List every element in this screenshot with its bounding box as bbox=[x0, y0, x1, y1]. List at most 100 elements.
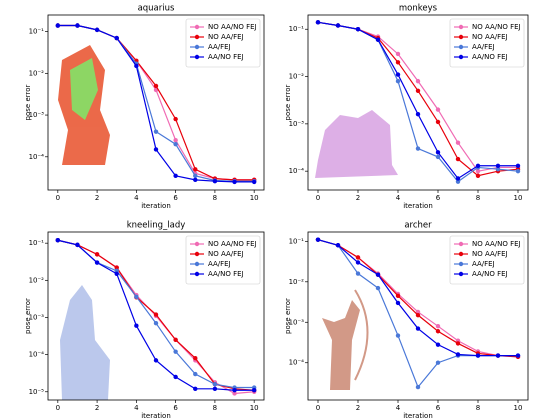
legend-label: AA/FEJ bbox=[208, 43, 231, 51]
data-point bbox=[173, 375, 177, 379]
data-point bbox=[456, 352, 460, 356]
x-axis-label: iteration bbox=[403, 412, 433, 420]
legend-label: AA/NO FEJ bbox=[208, 270, 244, 278]
data-point bbox=[516, 353, 520, 357]
data-point bbox=[396, 72, 400, 76]
data-point bbox=[173, 142, 177, 146]
data-point bbox=[134, 324, 138, 328]
legend-marker bbox=[195, 55, 199, 59]
x-axis-label: iteration bbox=[141, 412, 171, 420]
data-point bbox=[213, 382, 217, 386]
chart-title: archer bbox=[404, 221, 432, 231]
y-tick-label: 10⁻² bbox=[29, 276, 45, 284]
legend-marker bbox=[195, 35, 199, 39]
y-tick-label: 10⁻¹ bbox=[29, 239, 45, 247]
x-tick-label: 6 bbox=[173, 194, 178, 202]
legend-label: AA/FEJ bbox=[472, 260, 495, 268]
x-tick-label: 4 bbox=[396, 194, 401, 202]
legend-label: NO AA/NO FEJ bbox=[472, 240, 521, 248]
data-point bbox=[476, 174, 480, 178]
x-tick-label: 2 bbox=[95, 194, 99, 202]
data-point bbox=[95, 28, 99, 32]
legend-marker bbox=[459, 25, 463, 29]
data-point bbox=[336, 243, 340, 247]
legend-label: NO AA/NO FEJ bbox=[472, 23, 521, 31]
y-tick-label: 10⁻³ bbox=[289, 318, 305, 326]
legend-marker bbox=[195, 272, 199, 276]
data-point bbox=[496, 353, 500, 357]
x-tick-label: 2 bbox=[356, 194, 360, 202]
data-point bbox=[56, 23, 60, 27]
data-point bbox=[436, 329, 440, 333]
chart-title: monkeys bbox=[399, 4, 438, 14]
x-tick-label: 4 bbox=[134, 194, 139, 202]
data-point bbox=[173, 117, 177, 121]
x-tick-label: 6 bbox=[173, 404, 178, 412]
legend-marker bbox=[459, 272, 463, 276]
x-tick-label: 10 bbox=[250, 404, 259, 412]
data-point bbox=[356, 255, 360, 259]
data-point bbox=[154, 358, 158, 362]
legend-marker bbox=[459, 45, 463, 49]
data-point bbox=[75, 243, 79, 247]
legend-label: NO AA/NO FEJ bbox=[208, 240, 257, 248]
data-point bbox=[376, 272, 380, 276]
data-point bbox=[396, 294, 400, 298]
data-point bbox=[213, 179, 217, 183]
legend-marker bbox=[459, 262, 463, 266]
legend-marker bbox=[195, 262, 199, 266]
x-tick-label: 8 bbox=[213, 194, 217, 202]
y-tick-label: 10⁻³ bbox=[29, 111, 45, 119]
x-tick-label: 4 bbox=[134, 404, 139, 412]
data-point bbox=[154, 129, 158, 133]
y-tick-label: 10⁻⁴ bbox=[289, 167, 305, 175]
y-axis-label: pose error bbox=[284, 84, 292, 120]
x-tick-label: 6 bbox=[436, 404, 441, 412]
data-point bbox=[456, 176, 460, 180]
x-tick-label: 4 bbox=[396, 404, 401, 412]
data-point bbox=[75, 23, 79, 27]
data-point bbox=[193, 174, 197, 178]
x-tick-label: 0 bbox=[56, 194, 60, 202]
data-point bbox=[356, 260, 360, 264]
legend-marker bbox=[459, 55, 463, 59]
legend-marker bbox=[459, 35, 463, 39]
legend-label: NO AA/FEJ bbox=[208, 250, 244, 258]
data-point bbox=[316, 237, 320, 241]
data-point bbox=[316, 20, 320, 24]
y-tick-label: 10⁻³ bbox=[29, 313, 45, 321]
legend-marker bbox=[195, 25, 199, 29]
x-axis-label: iteration bbox=[141, 202, 171, 210]
x-tick-label: 10 bbox=[514, 404, 523, 412]
x-tick-label: 6 bbox=[436, 194, 441, 202]
data-point bbox=[356, 27, 360, 31]
data-point bbox=[232, 388, 236, 392]
data-point bbox=[252, 388, 256, 392]
data-point bbox=[193, 387, 197, 391]
data-point bbox=[436, 361, 440, 365]
y-tick-label: 10⁻¹ bbox=[289, 25, 305, 33]
x-tick-label: 0 bbox=[316, 194, 320, 202]
x-tick-label: 2 bbox=[95, 404, 99, 412]
x-tick-label: 8 bbox=[476, 194, 480, 202]
data-point bbox=[416, 112, 420, 116]
x-tick-label: 0 bbox=[316, 404, 320, 412]
data-point bbox=[436, 120, 440, 124]
legend-label: AA/NO FEJ bbox=[472, 270, 508, 278]
data-point bbox=[154, 321, 158, 325]
data-point bbox=[436, 107, 440, 111]
data-point bbox=[193, 372, 197, 376]
data-point bbox=[476, 164, 480, 168]
data-point bbox=[173, 174, 177, 178]
data-point bbox=[516, 169, 520, 173]
legend-label: AA/NO FEJ bbox=[208, 53, 244, 61]
data-point bbox=[232, 180, 236, 184]
x-tick-label: 8 bbox=[476, 404, 480, 412]
data-point bbox=[436, 155, 440, 159]
data-point bbox=[134, 64, 138, 68]
legend-label: NO AA/FEJ bbox=[208, 33, 244, 41]
data-point bbox=[396, 79, 400, 83]
data-point bbox=[213, 387, 217, 391]
legend-label: NO AA/FEJ bbox=[472, 250, 508, 258]
